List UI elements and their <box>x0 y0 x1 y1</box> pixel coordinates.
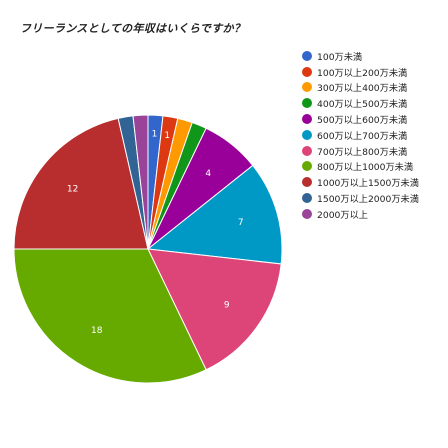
chart-legend: 100万未満 100万以上200万未満 300万以上400万未満 400万以上500万… <box>302 48 419 222</box>
legend-item-4: 400万以上500万未満 <box>302 95 419 111</box>
legend-item-8: 800万以上1000万未満 <box>302 159 419 175</box>
legend-item-7: 700万以上800万未満 <box>302 143 419 159</box>
legend-item-5: 500万以上600万未満 <box>302 111 419 127</box>
legend-swatch <box>302 82 312 93</box>
legend-label: 1500万以上2000万未満 <box>317 194 419 206</box>
legend-label: 800万以上1000万未満 <box>317 162 414 174</box>
legend-item-11: 2000万以上 <box>302 206 419 222</box>
slice-label-2: 1 <box>164 131 170 141</box>
legend-swatch <box>302 98 312 109</box>
legend-swatch <box>302 66 312 77</box>
slice-label-8: 18 <box>91 326 103 336</box>
legend-swatch <box>302 50 312 61</box>
legend-label: 100万未満 <box>317 51 363 63</box>
pie-slice-8 <box>13 248 207 384</box>
legend-item-10: 1500万以上2000万未満 <box>302 190 419 206</box>
legend-swatch <box>302 177 312 188</box>
legend-swatch <box>302 193 312 204</box>
legend-label: 100万以上200万未満 <box>317 67 408 79</box>
legend-swatch <box>302 208 312 219</box>
slice-label-5: 4 <box>205 169 211 179</box>
slice-label-9: 12 <box>67 184 78 194</box>
legend-label: 700万以上800万未満 <box>317 146 408 158</box>
legend-item-6: 600万以上700万未満 <box>302 127 419 143</box>
legend-item-3: 300万以上400万未満 <box>302 80 419 96</box>
slice-label-6: 7 <box>238 218 244 228</box>
legend-swatch <box>302 161 312 172</box>
legend-item-9: 1000万以上1500万未満 <box>302 174 419 190</box>
slice-label-1: 1 <box>152 129 158 139</box>
legend-item-1: 100万未満 <box>302 48 419 64</box>
legend-swatch <box>302 114 312 125</box>
legend-label: 300万以上400万未満 <box>317 83 408 95</box>
chart-title: フリーランスとしての年収はいくらですか？ <box>20 22 246 35</box>
pie-slice-11 <box>132 114 149 250</box>
pie-slice-6 <box>146 164 283 265</box>
legend-label: 400万以上500万未満 <box>317 99 408 111</box>
slice-label-7: 9 <box>224 300 230 310</box>
legend-item-2: 100万以上200万未満 <box>302 64 419 80</box>
legend-swatch <box>302 129 312 140</box>
legend-label: 2000万以上 <box>317 209 368 221</box>
pie-slice-7 <box>147 248 282 371</box>
pie-slice-9 <box>13 117 149 250</box>
legend-label: 500万以上600万未満 <box>317 115 408 127</box>
legend-label: 1000万以上1500万未満 <box>317 178 419 190</box>
legend-label: 600万以上700万未満 <box>317 130 408 142</box>
legend-swatch <box>302 145 312 156</box>
